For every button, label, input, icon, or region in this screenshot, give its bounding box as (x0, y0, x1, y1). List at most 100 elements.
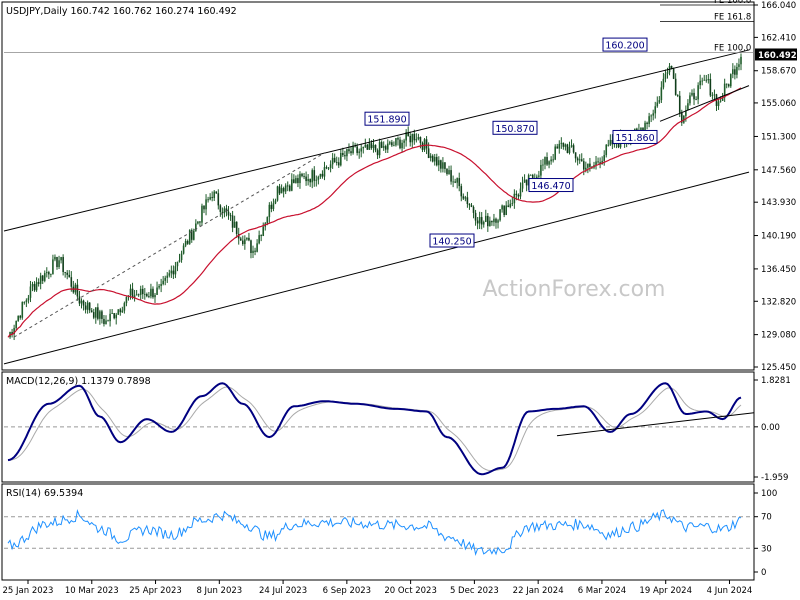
candle-body (27, 297, 30, 301)
candle-body (509, 203, 512, 207)
candle-body (323, 167, 326, 177)
candle-body (446, 168, 448, 175)
candle-body (703, 79, 706, 81)
candle-body (411, 133, 414, 143)
candle-body (444, 162, 446, 169)
candle-body (295, 178, 297, 183)
candle-body (660, 87, 663, 101)
price-annotation-box (602, 37, 648, 52)
macd-tick-label: 0.00 (761, 423, 780, 433)
candle-body (276, 186, 279, 201)
candle-body (356, 146, 358, 153)
x-tick-label: 10 Mar 2023 (65, 586, 119, 596)
rising-wedge-line (659, 85, 750, 122)
x-tick-label: 24 Jul 2023 (259, 586, 307, 596)
candle-body (425, 139, 428, 149)
candle-body (48, 272, 50, 275)
candle-body (358, 151, 360, 153)
candle-body (319, 173, 322, 177)
candle-body (397, 138, 399, 140)
candle-body (203, 205, 205, 210)
candle-body (482, 221, 485, 225)
candle-body (37, 282, 40, 284)
candle-body (468, 204, 471, 206)
candle-body (82, 300, 85, 306)
candle-body (99, 311, 101, 319)
candle-body (190, 230, 193, 240)
candle-body (503, 205, 505, 215)
candle-body (262, 226, 265, 237)
candle-body (141, 288, 144, 295)
candle-body (489, 220, 491, 227)
candle-body (45, 272, 48, 274)
candle-body (646, 122, 648, 124)
candle-body (266, 217, 269, 224)
candle-body (450, 170, 452, 182)
watermark: ActionForex.com (483, 277, 666, 302)
x-tick-label: 5 Dec 2023 (450, 586, 499, 596)
macd-tick-label: -1.959 (761, 473, 788, 483)
candle-body (597, 161, 599, 163)
candle-body (431, 155, 434, 162)
candle-body (676, 94, 679, 96)
candle-body (60, 257, 62, 261)
candle-body (213, 191, 216, 198)
price-annotation-label: 140.250 (432, 237, 471, 248)
candle-body (487, 215, 489, 227)
candle-body (211, 197, 213, 198)
axis-layer: 166.040 162.410 158.670 155.060 151.300 147.5… (3, 1, 797, 596)
candle-body (244, 239, 246, 245)
candle-body (389, 142, 391, 144)
price-tick-label: 155.060 (761, 99, 796, 109)
candle-body (331, 157, 334, 165)
candle-body (580, 159, 583, 162)
candle-body (548, 161, 550, 165)
candle-body (201, 205, 203, 223)
candle-body (307, 179, 309, 182)
price-tick-label: 151.300 (761, 132, 796, 142)
candle-body (380, 142, 383, 148)
candle-body (423, 139, 426, 150)
candle-body (501, 205, 503, 210)
candle-body (386, 143, 389, 150)
macd-trendline (556, 412, 755, 437)
price-annotation-box (528, 178, 574, 193)
candle-body (609, 139, 612, 145)
price-tick-label: 162.410 (761, 33, 796, 43)
candle-body (268, 204, 271, 218)
candle-body (107, 320, 109, 322)
candle-body (227, 211, 230, 216)
candle-body (732, 69, 734, 75)
candle-body (272, 203, 275, 209)
candle-body (246, 237, 248, 240)
macd-panel-title: MACD(12,26,9) 1.1379 0.7898 (6, 376, 151, 387)
candle-body (258, 235, 260, 244)
candle-body (170, 270, 173, 274)
candle-body (166, 275, 169, 278)
price-tick-label: 132.820 (761, 297, 796, 307)
candle-body (235, 221, 238, 234)
candle-body (644, 122, 646, 132)
price-annotation-box (612, 129, 658, 144)
candle-body (156, 287, 158, 295)
candle-body (691, 92, 693, 96)
candle-body (517, 194, 520, 197)
candle-body (90, 310, 93, 313)
candle-body (405, 132, 407, 141)
candle-body (460, 186, 463, 197)
candle-body (299, 173, 301, 184)
candle-body (452, 181, 454, 183)
candle-body (209, 197, 211, 200)
candle-body (219, 205, 222, 212)
candle-body (31, 284, 34, 287)
candle-body (186, 240, 189, 244)
candle-body (393, 145, 395, 147)
candle-body (346, 149, 348, 157)
last-price-tag (755, 48, 797, 61)
candle-body (270, 204, 273, 209)
candle-body (531, 174, 534, 179)
candle-body (454, 181, 456, 183)
candle-body (603, 155, 606, 161)
candle-body (143, 293, 146, 295)
candle-body (521, 182, 524, 189)
